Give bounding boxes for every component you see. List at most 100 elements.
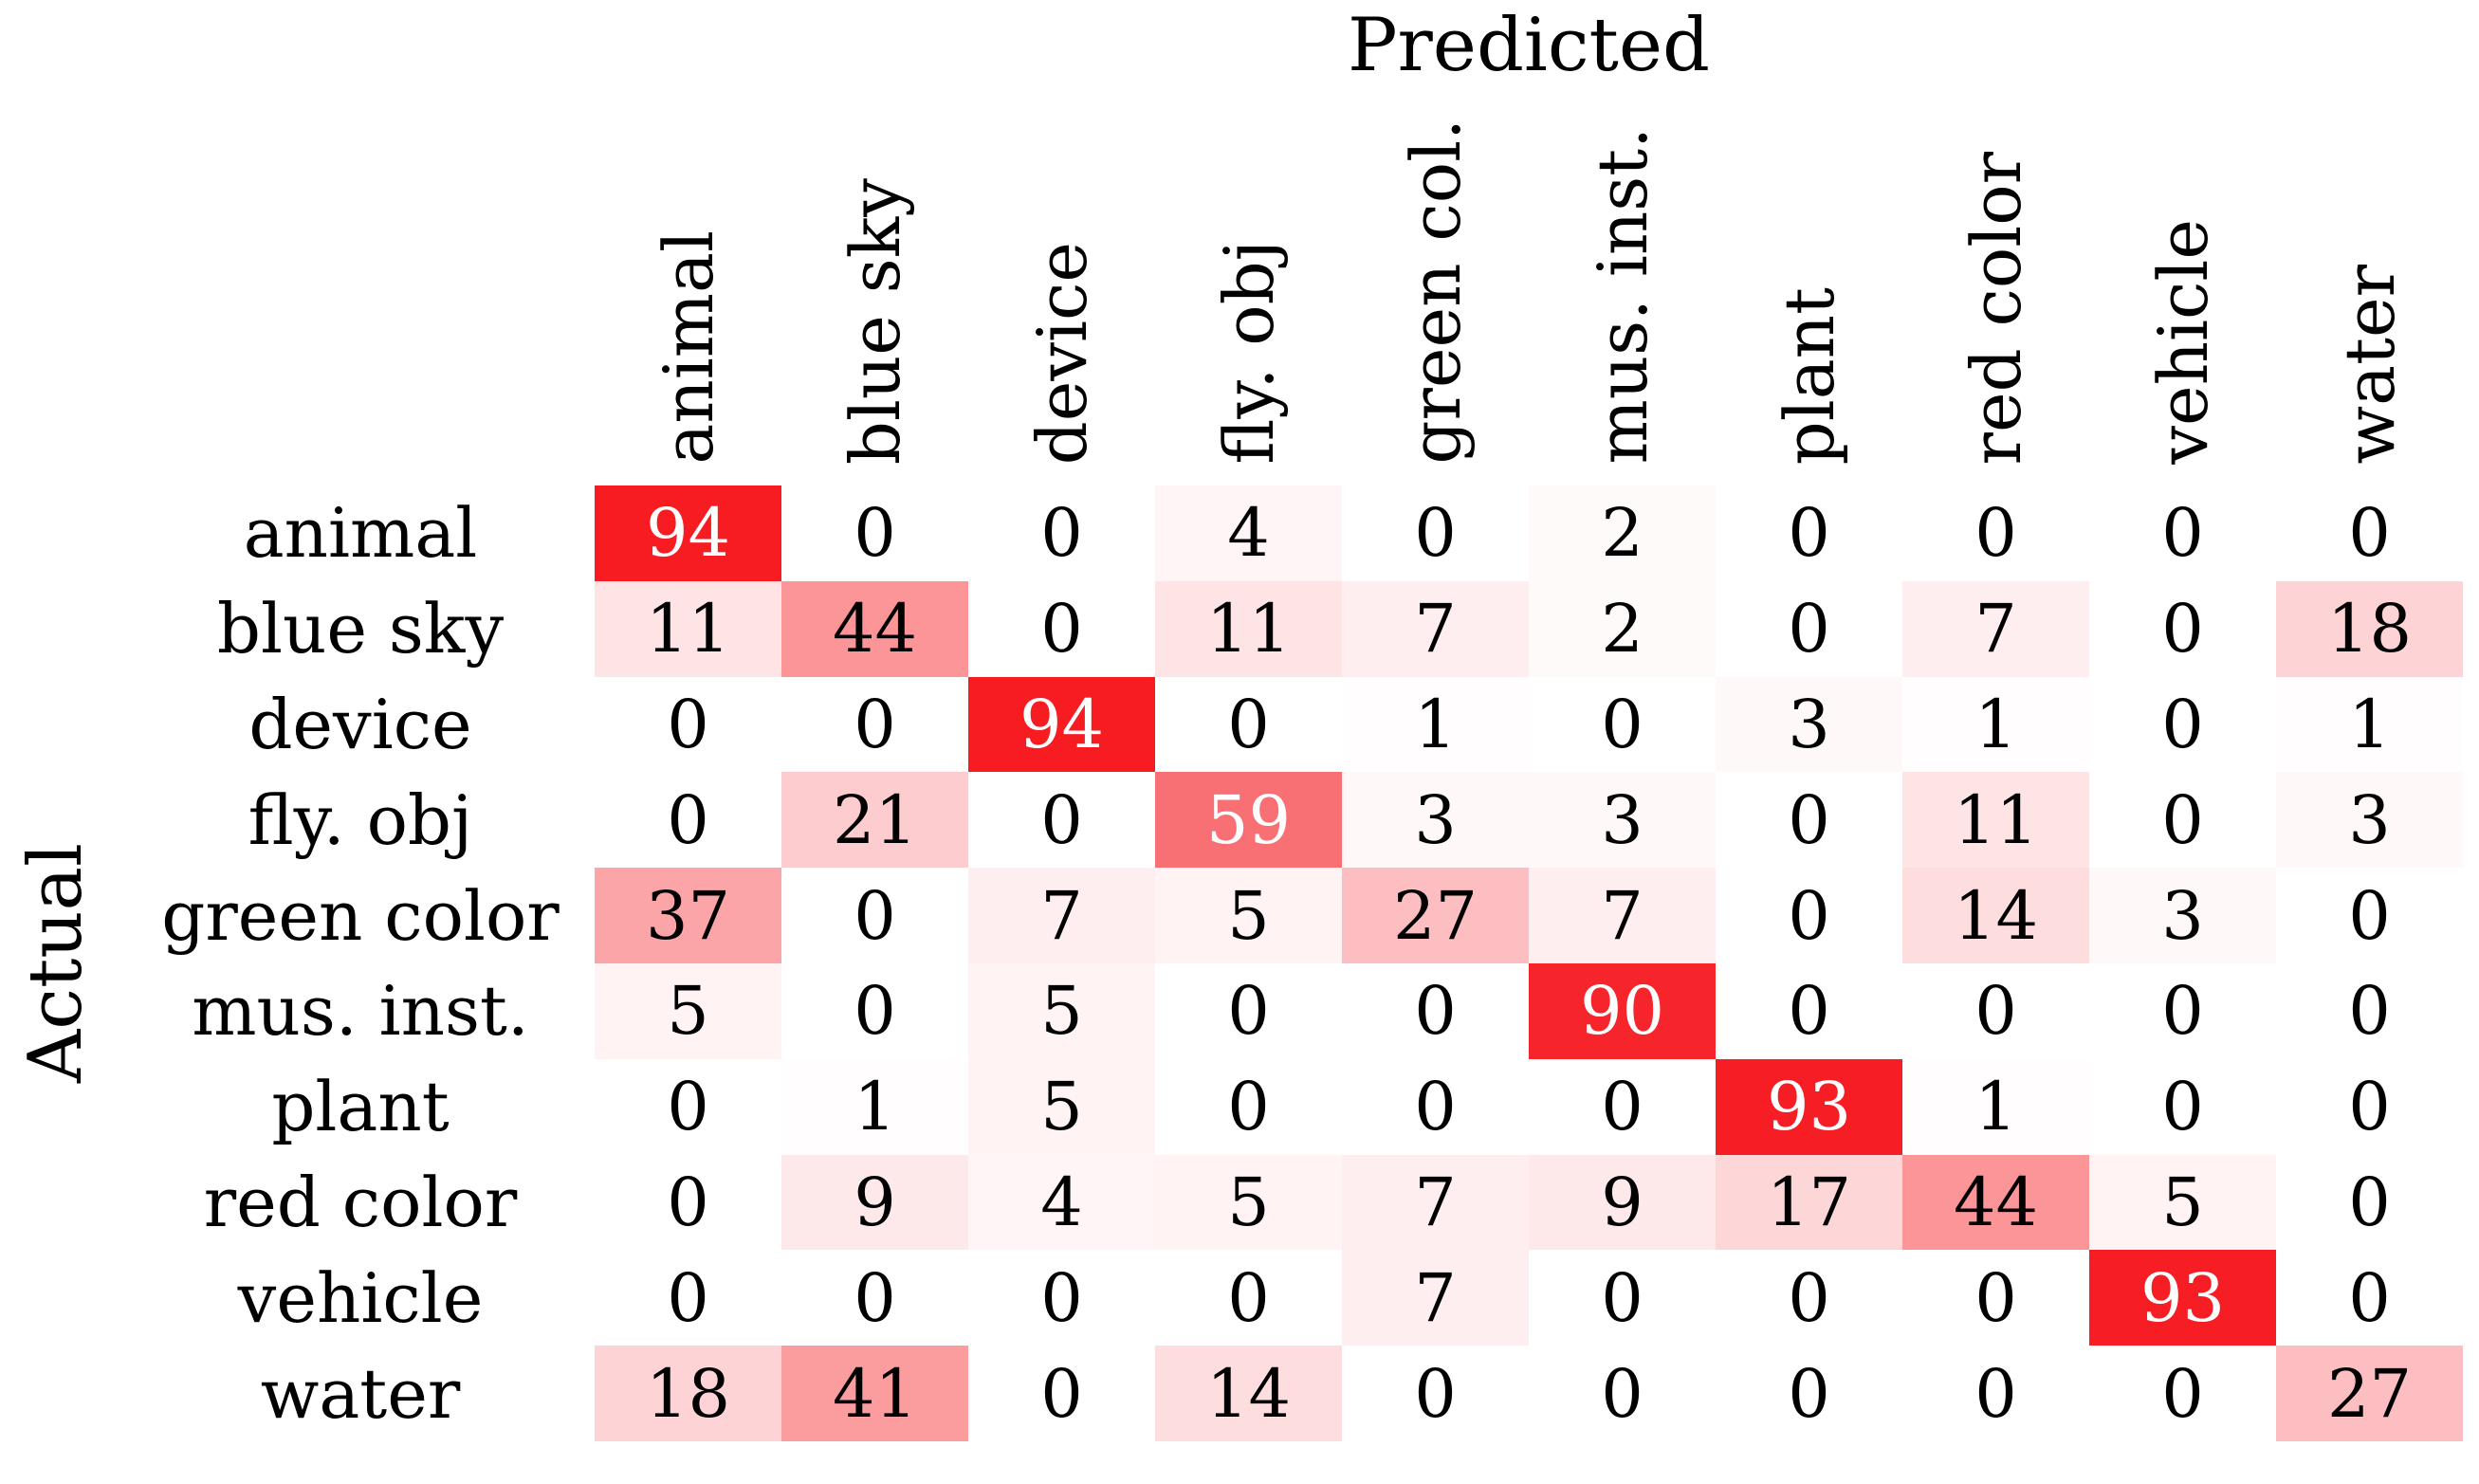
cell-plant-blue-sky: 1	[781, 1058, 968, 1155]
cell-green-color-fly-obj: 5	[1155, 868, 1342, 963]
cell-vehicle-mus-inst: 0	[1529, 1250, 1716, 1347]
cell-device-vehicle: 0	[2089, 676, 2276, 773]
cell-water-green-col: 0	[1342, 1346, 1529, 1441]
cell-vehicle-water: 0	[2276, 1250, 2463, 1347]
cell-green-color-device: 7	[968, 868, 1155, 963]
column-header-row: animal blue sky device fly. obj green col. mu…	[595, 85, 2463, 486]
cell-red-color-mus-inst: 9	[1529, 1154, 1716, 1251]
cell-red-color-green-col: 7	[1342, 1154, 1529, 1251]
cell-blue-sky-vehicle: 0	[2089, 580, 2276, 677]
cell-animal-green-col: 0	[1342, 486, 1529, 581]
cell-mus-inst-red-color: 0	[1902, 962, 2089, 1059]
column-header-red-color: red color	[1902, 85, 2089, 486]
cell-fly-obj-mus-inst: 3	[1529, 772, 1716, 869]
column-header-fly-obj: fly. obj	[1155, 85, 1342, 486]
predicted-axis-title: Predicted	[1348, 3, 1710, 88]
cell-device-green-col: 1	[1342, 676, 1529, 773]
column-header-vehicle: vehicle	[2089, 85, 2276, 486]
cell-vehicle-blue-sky: 0	[781, 1250, 968, 1347]
cell-water-device: 0	[968, 1346, 1155, 1441]
cell-red-color-red-color: 44	[1902, 1154, 2089, 1251]
cell-vehicle-plant: 0	[1716, 1250, 1902, 1347]
cell-blue-sky-animal: 11	[595, 580, 781, 677]
row-label-water: water	[260, 1353, 461, 1434]
cell-red-color-vehicle: 5	[2089, 1154, 2276, 1251]
cell-green-color-red-color: 14	[1902, 868, 2089, 963]
cell-green-color-animal: 37	[595, 868, 781, 963]
cell-plant-red-color: 1	[1902, 1058, 2089, 1155]
cell-device-fly-obj: 0	[1155, 676, 1342, 773]
cell-blue-sky-device: 0	[968, 580, 1155, 677]
cell-device-device: 94	[968, 676, 1155, 773]
cell-vehicle-animal: 0	[595, 1250, 781, 1347]
column-header-green-col: green col.	[1342, 85, 1529, 486]
column-header-animal: animal	[595, 85, 781, 486]
cell-mus-inst-water: 0	[2276, 962, 2463, 1059]
row-label-red-color: red color	[203, 1162, 518, 1242]
row-label-mus-inst: mus. inst.	[192, 971, 529, 1052]
cell-mus-inst-green-col: 0	[1342, 962, 1529, 1059]
cell-device-water: 1	[2276, 676, 2463, 773]
cell-fly-obj-vehicle: 0	[2089, 772, 2276, 869]
cell-red-color-water: 0	[2276, 1154, 2463, 1251]
cell-blue-sky-plant: 0	[1716, 580, 1902, 677]
cell-water-animal: 18	[595, 1346, 781, 1441]
cell-green-color-vehicle: 3	[2089, 868, 2276, 963]
cell-animal-fly-obj: 4	[1155, 486, 1342, 581]
cell-plant-device: 5	[968, 1058, 1155, 1155]
cell-fly-obj-water: 3	[2276, 772, 2463, 869]
cell-plant-vehicle: 0	[2089, 1058, 2276, 1155]
cell-animal-red-color: 0	[1902, 486, 2089, 581]
cell-water-vehicle: 0	[2089, 1346, 2276, 1441]
cell-green-color-blue-sky: 0	[781, 868, 968, 963]
actual-axis-title: Actual	[0, 486, 112, 1441]
cell-fly-obj-fly-obj: 59	[1155, 772, 1342, 869]
cell-blue-sky-red-color: 7	[1902, 580, 2089, 677]
cell-animal-mus-inst: 2	[1529, 486, 1716, 581]
cell-plant-mus-inst: 0	[1529, 1058, 1716, 1155]
actual-axis-title-text: Actual	[13, 843, 99, 1084]
column-header-text: device	[1021, 241, 1102, 465]
cell-vehicle-red-color: 0	[1902, 1250, 2089, 1347]
row-label-fly-obj: fly. obj	[248, 779, 473, 860]
cell-water-plant: 0	[1716, 1346, 1902, 1441]
cell-water-water: 27	[2276, 1346, 2463, 1441]
cell-green-color-water: 0	[2276, 868, 2463, 963]
cell-animal-vehicle: 0	[2089, 486, 2276, 581]
cell-red-color-plant: 17	[1716, 1154, 1902, 1251]
column-header-blue-sky: blue sky	[781, 85, 968, 486]
cell-red-color-blue-sky: 9	[781, 1154, 968, 1251]
cell-device-blue-sky: 0	[781, 676, 968, 773]
column-header-text: vehicle	[2142, 219, 2223, 465]
column-header-text: plant	[1769, 286, 1849, 465]
cell-water-fly-obj: 14	[1155, 1346, 1342, 1441]
cell-animal-animal: 94	[595, 486, 781, 581]
column-header-mus-inst: mus. inst.	[1529, 85, 1716, 486]
cell-green-color-plant: 0	[1716, 868, 1902, 963]
cell-blue-sky-fly-obj: 11	[1155, 580, 1342, 677]
column-header-text: blue sky	[835, 177, 915, 465]
row-label-device: device	[248, 684, 472, 764]
row-label-vehicle: vehicle	[237, 1257, 484, 1338]
row-label-plant: plant	[271, 1067, 450, 1147]
cell-mus-inst-animal: 5	[595, 962, 781, 1059]
cell-fly-obj-device: 0	[968, 772, 1155, 869]
cell-animal-blue-sky: 0	[781, 486, 968, 581]
cell-mus-inst-device: 5	[968, 962, 1155, 1059]
cell-water-mus-inst: 0	[1529, 1346, 1716, 1441]
column-header-text: fly. obj	[1208, 240, 1289, 465]
column-header-text: water	[2329, 265, 2410, 465]
cell-plant-plant: 93	[1716, 1058, 1902, 1155]
cell-fly-obj-red-color: 11	[1902, 772, 2089, 869]
cell-fly-obj-blue-sky: 21	[781, 772, 968, 869]
cell-device-plant: 3	[1716, 676, 1902, 773]
cell-mus-inst-fly-obj: 0	[1155, 962, 1342, 1059]
cell-animal-water: 0	[2276, 486, 2463, 581]
cell-blue-sky-water: 18	[2276, 580, 2463, 677]
column-header-text: green col.	[1395, 119, 1476, 465]
cell-blue-sky-green-col: 7	[1342, 580, 1529, 677]
column-header-text: animal	[648, 230, 728, 465]
cell-vehicle-device: 0	[968, 1250, 1155, 1347]
cell-device-animal: 0	[595, 676, 781, 773]
